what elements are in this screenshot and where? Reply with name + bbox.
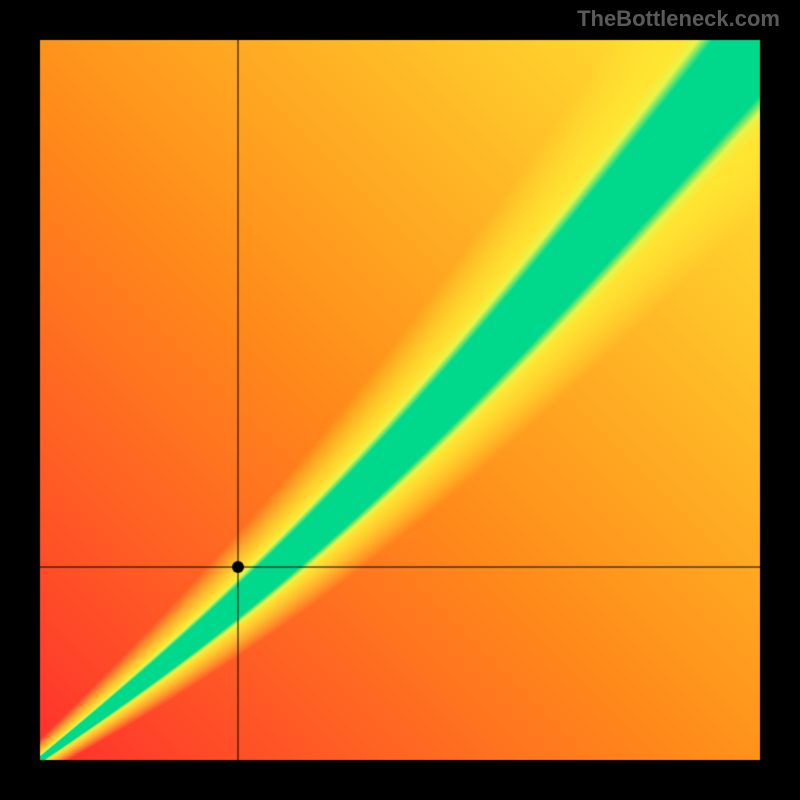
heatmap-canvas <box>0 0 800 800</box>
chart-container: TheBottleneck.com <box>0 0 800 800</box>
watermark-text: TheBottleneck.com <box>577 6 780 32</box>
